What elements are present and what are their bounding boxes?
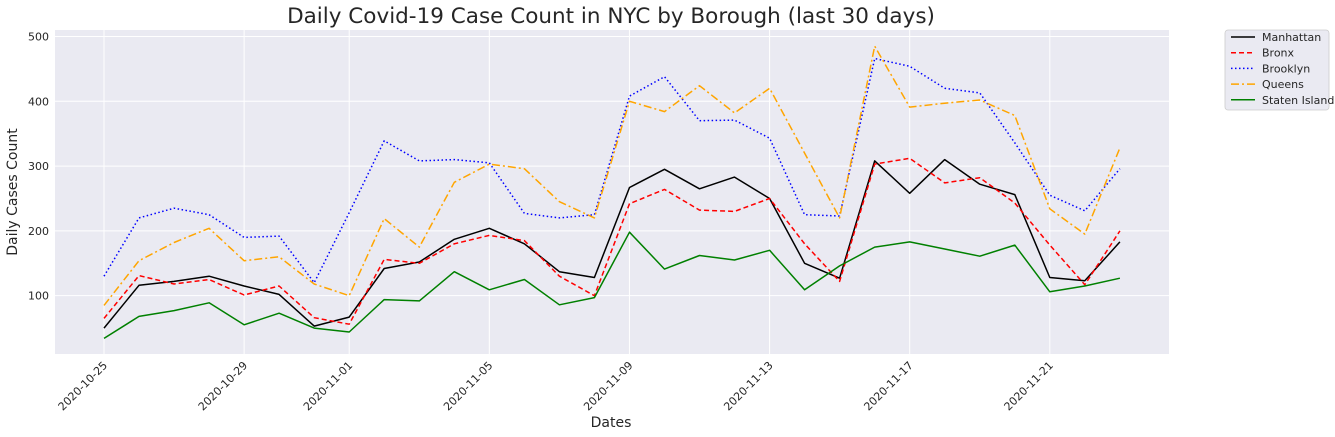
x-tick-label: 2020-11-09	[581, 359, 635, 413]
legend-label-brooklyn: Brooklyn	[1262, 62, 1310, 75]
x-gridlines	[103, 30, 1051, 354]
x-tick-label: 2020-11-21	[1002, 359, 1056, 413]
x-axis-label: Dates	[591, 415, 632, 431]
series-lines	[103, 45, 1121, 340]
legend: Manhattan Bronx Brooklyn Queens Staten Islan…	[1224, 29, 1334, 111]
y-tick-label: 300	[28, 160, 49, 173]
y-tick-label: 500	[28, 30, 49, 43]
y-tick-label: 100	[28, 290, 49, 303]
legend-label-staten-island: Staten Island	[1262, 94, 1334, 107]
y-tick-label: 200	[28, 225, 49, 238]
x-tick-label: 2020-11-01	[301, 359, 355, 413]
series-line-bronx	[103, 157, 1121, 325]
x-tick-label: 2020-10-25	[56, 359, 110, 413]
y-tick-labels: 100 200 300 400 500	[28, 30, 49, 302]
series-line-staten-island	[103, 231, 1121, 340]
legend-label-bronx: Bronx	[1262, 47, 1295, 60]
plot-background	[55, 30, 1169, 354]
x-tick-labels: 2020-10-25 2020-10-29 2020-11-01 2020-11-05…	[56, 359, 1056, 413]
x-tick-label: 2020-11-13	[721, 359, 775, 413]
legend-label-queens: Queens	[1262, 78, 1304, 91]
series-line-queens	[103, 45, 1121, 306]
x-tick-label: 2020-11-05	[441, 359, 495, 413]
y-tick-label: 400	[28, 95, 49, 108]
legend-label-manhattan: Manhattan	[1262, 31, 1321, 44]
chart-title: Daily Covid-19 Case Count in NYC by Boro…	[287, 4, 935, 29]
x-tick-label: 2020-11-17	[861, 359, 915, 413]
y-axis-label: Daily Cases Count	[5, 128, 21, 256]
legend-frame	[1224, 29, 1330, 111]
x-tick-label: 2020-10-29	[196, 359, 250, 413]
series-line-manhattan	[103, 158, 1121, 329]
